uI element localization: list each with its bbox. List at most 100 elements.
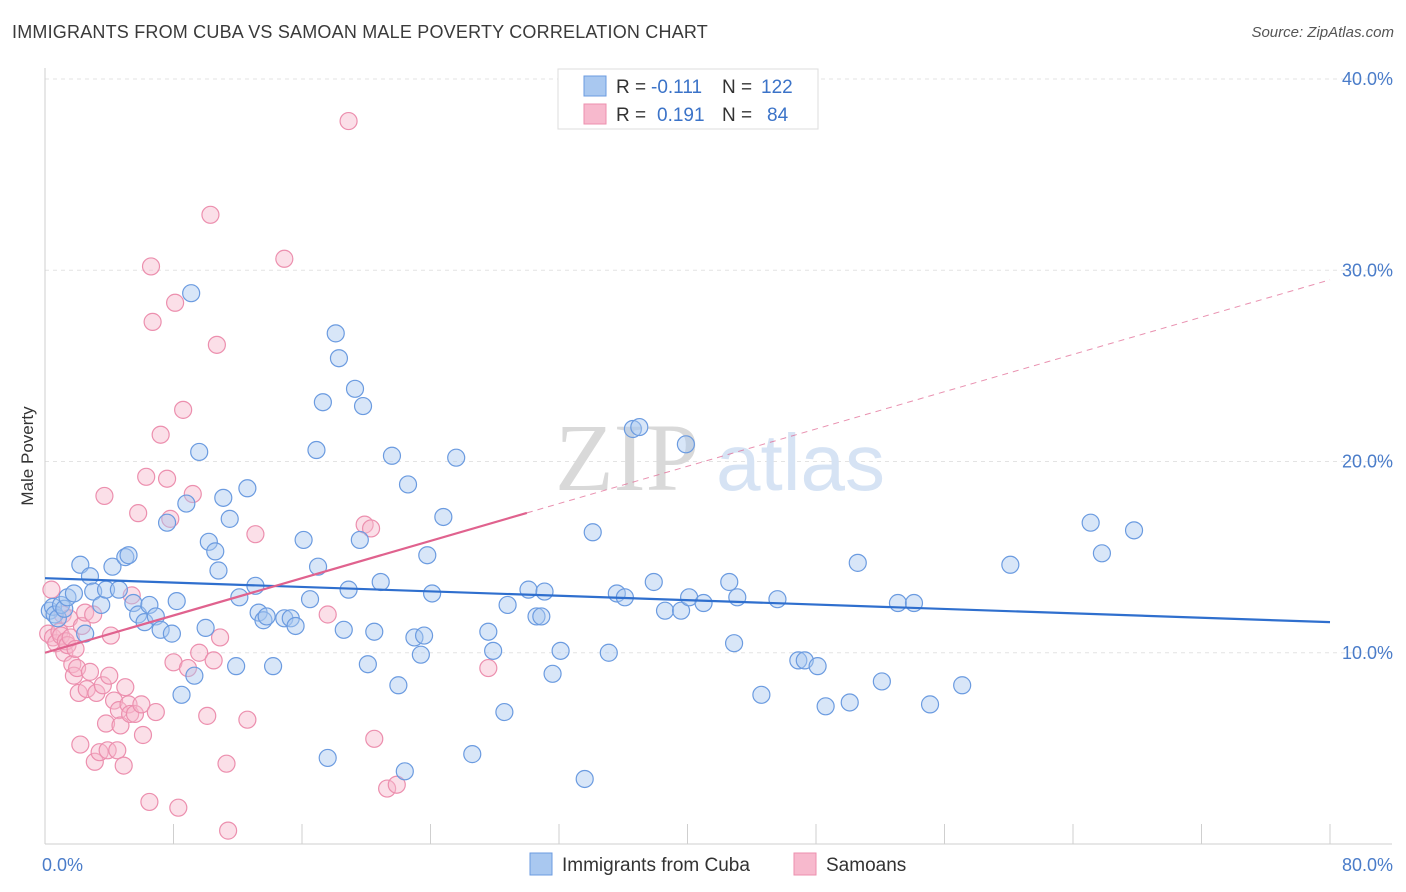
cuba-point [307,440,326,460]
legend-cuba-r-label: R = [616,77,646,98]
samoan-point [238,710,257,729]
cuba-point [182,284,201,303]
samoan-point [104,691,124,710]
y-tick-labels: 10.0% 20.0% 30.0% 40.0% [1342,69,1393,663]
cuba-point [630,417,649,437]
cuba-point [227,657,246,676]
legend-samoa-r-label: R = [616,105,646,126]
cuba-point [484,641,503,660]
legend-cuba-r-value: -0.111 [651,77,702,98]
samoan-point [133,725,153,745]
cuba-point [177,494,196,513]
cuba-point [816,697,835,716]
cuba-point [300,590,320,609]
cuba-point [447,448,466,467]
cuba-point [1124,521,1144,540]
cuba-point [103,557,122,576]
samoan-point [98,741,117,760]
cuba-point [671,601,691,620]
cuba-point [124,593,143,613]
cuba-point [185,666,204,685]
legend-samoa-r-value: 0.191 [657,105,705,126]
samoan-point [157,469,177,488]
cuba-point [583,523,602,542]
cuba-point [318,748,337,768]
cuba-point [655,601,675,620]
cuba-point [808,657,827,676]
cuba-point [395,762,414,781]
cuba-point [495,702,514,722]
samoans-points [39,111,498,840]
chart-title: IMMIGRANTS FROM CUBA VS SAMOAN MALE POVE… [12,22,708,42]
cuba-point [414,626,434,645]
samoan-point [361,519,381,538]
samoan-point [339,111,358,131]
cuba-point [535,582,554,601]
legend-cuba-n-label: N = [722,77,752,98]
legend-top: R = -0.111 N = 122 R = 0.191 N = 84 [557,68,819,130]
cuba-point [199,532,218,551]
cuba-point [1092,544,1112,563]
watermark-atlas: atlas [716,418,885,507]
cuba-point [365,622,384,641]
y-tick-label: 20.0% [1342,452,1393,472]
cuba-point [263,657,283,676]
cuba-point [172,685,191,704]
samoan-point [479,658,498,678]
samoan-point [198,706,217,725]
cuba-point [418,546,437,565]
cuba-point [329,349,349,368]
legend-samoa-n-value: 84 [767,105,789,126]
cuba-point [313,393,332,412]
samoan-point [141,257,161,276]
y-axis-label: Male Poverty [18,406,37,506]
cuba-point [64,584,84,603]
cuba-point [308,557,328,576]
cuba-point [238,479,257,498]
bottom-legend-swatch-cuba [529,852,553,876]
samoan-point [246,525,265,544]
cuba-point [423,584,442,603]
cuba-point [789,651,808,670]
samoan-point [137,467,156,486]
samoan-point [378,779,397,798]
cuba-point [257,607,276,626]
cuba-trend-line [44,577,1331,624]
cuba-point [768,590,787,609]
cuba-point [551,641,570,660]
cuba-point [190,442,209,462]
cuba-point [353,396,373,416]
cuba-point [575,769,594,789]
samoan-point [201,205,220,224]
legend-cuba-n-value: 122 [761,77,793,98]
cuba-point [146,607,165,626]
cuba-point [694,593,713,613]
cuba-point [151,620,170,639]
cuba-point [676,435,695,454]
cuba-point [527,607,546,626]
cuba-point [326,324,345,343]
cuba-point [920,695,940,714]
samoan-point [108,741,127,760]
cuba-point [752,685,771,704]
cuba-point [350,530,369,550]
samoan-point [318,605,337,624]
samoan-trend-line [44,511,528,654]
samoan-point [190,643,209,662]
cuba-point [411,645,430,664]
axes [44,68,1392,845]
cuba-point [80,567,100,586]
cuba-point [55,599,74,618]
bottom-legend-swatch-samoa [793,852,817,876]
cuba-point [953,676,972,695]
legend-bottom: Immigrants from Cuba Samoans [529,852,906,876]
cuba-point [728,588,747,607]
legend-swatch-cuba [583,75,607,97]
samoan-point [219,821,238,840]
cuba-point [140,595,159,615]
cuba-point [214,488,233,507]
cuba-point [48,609,67,628]
samoan-point [151,425,170,444]
samoan-point [96,714,116,733]
